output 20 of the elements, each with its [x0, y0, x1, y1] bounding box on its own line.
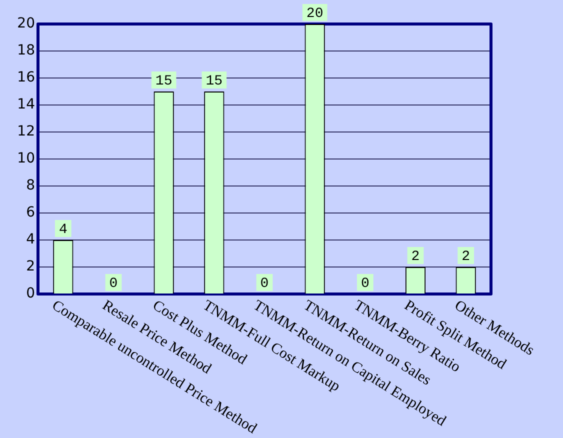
data-label: 0 — [360, 276, 370, 292]
y-tick-label: 4 — [26, 232, 36, 248]
y-tick-label: 20 — [17, 16, 35, 32]
data-label: 2 — [462, 249, 470, 266]
y-tick-label: 2 — [26, 258, 35, 275]
data-label: 15 — [155, 74, 172, 90]
data-label: 4 — [58, 222, 68, 238]
y-tick-label: 0 — [26, 286, 35, 302]
y-tick-label: 6 — [26, 204, 36, 221]
y-tick-label: 10 — [17, 150, 35, 167]
data-label: 20 — [306, 6, 324, 22]
data-label: 0 — [109, 276, 118, 292]
y-tick-label: 14 — [17, 96, 36, 113]
y-tick-label: 18 — [17, 42, 35, 59]
y-tick-label: 12 — [17, 124, 35, 140]
data-label: 0 — [260, 276, 269, 292]
y-tick-label: 8 — [26, 178, 35, 194]
y-tick-label: 16 — [17, 70, 36, 86]
data-label: 15 — [206, 74, 223, 90]
data-label: 2 — [411, 249, 420, 266]
